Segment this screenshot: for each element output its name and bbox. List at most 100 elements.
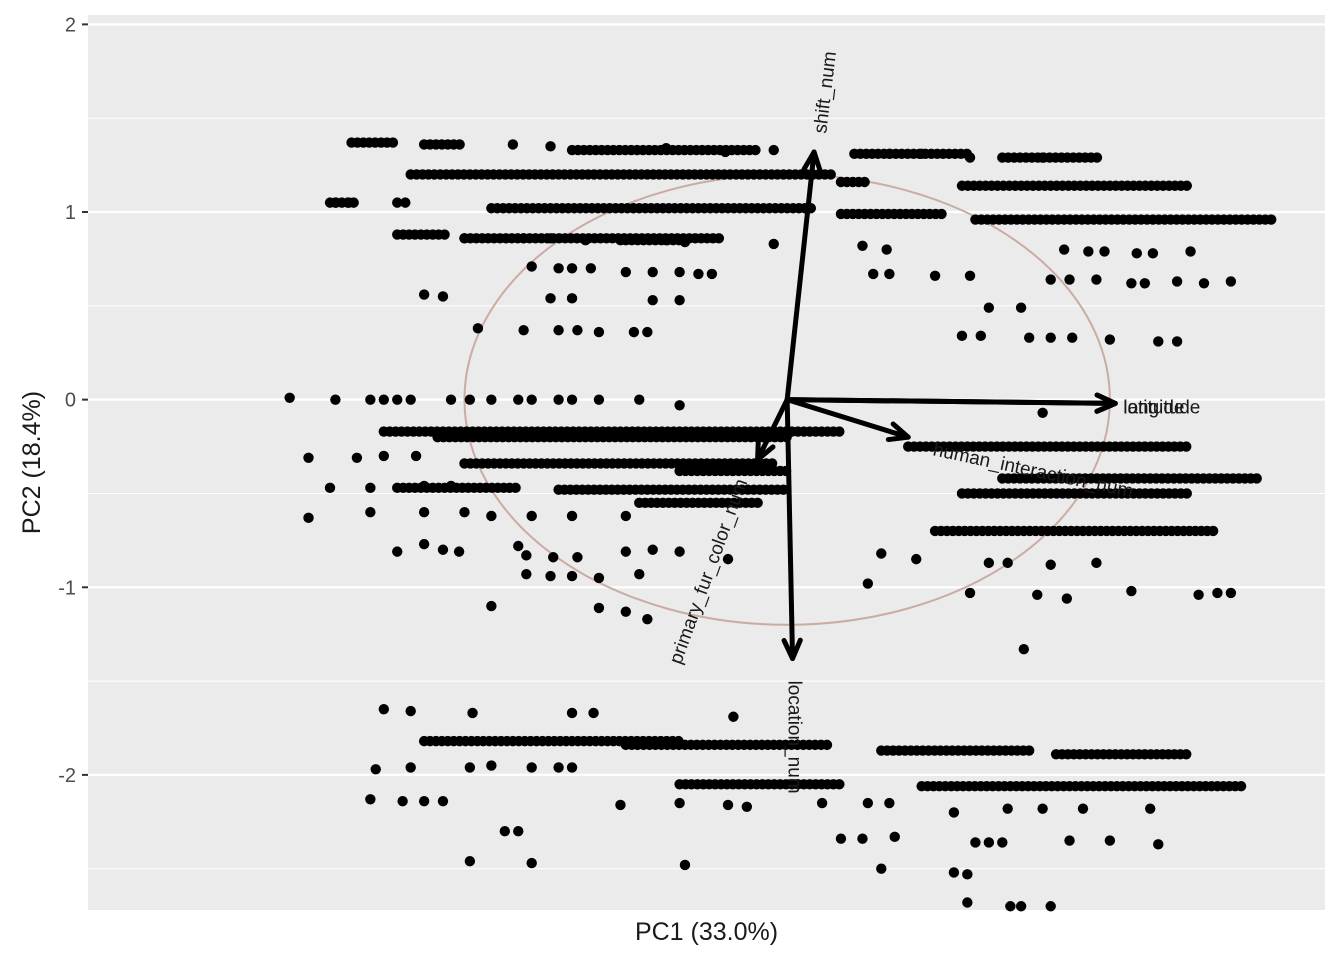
data-point [884,148,895,160]
data-point [1045,332,1056,343]
data-point [660,143,672,154]
data-point [722,799,734,811]
data-point [889,831,900,843]
data-point [453,546,465,557]
scatter-points-layer [284,137,1277,912]
data-point [545,141,556,152]
data-point [615,234,626,246]
data-point [1037,152,1048,163]
data-point [983,837,995,848]
data-point [634,394,645,405]
data-point [862,578,874,589]
data-point [1061,593,1073,604]
data-point [1091,557,1102,569]
data-point [486,510,497,522]
data-point [526,261,537,272]
data-point [437,291,449,302]
data-point [392,394,403,405]
data-point [526,857,537,869]
data-point [620,510,632,522]
data-point [418,289,430,300]
data-point [674,797,685,809]
data-point [1104,334,1116,345]
loading-arrow-shift-num [784,149,817,403]
data-point [1091,274,1102,285]
data-point [566,762,578,773]
data-point [964,587,976,599]
loading-label-latitude: latitude [1123,397,1184,418]
data-point [835,833,847,844]
data-point [378,450,390,462]
data-point [964,270,976,282]
loading-label-longitude: longitude [1123,397,1200,418]
data-point [674,400,685,411]
data-point [881,244,892,255]
data-point [284,392,295,403]
data-point [1207,525,1219,537]
data-point [962,897,973,908]
data-point [1045,901,1056,912]
data-point [418,507,430,518]
data-point [507,139,519,150]
data-point [566,263,578,274]
data-point [1171,276,1183,287]
data-point [1077,803,1089,814]
data-point [370,764,381,775]
data-point [459,233,470,244]
data-point [1037,803,1048,814]
data-point [553,263,564,274]
data-point [1131,248,1142,259]
data-point [464,762,476,773]
data-point [518,325,529,336]
data-point [1045,559,1056,570]
data-point [862,797,874,809]
y-axis-title: PC2 (18.4%) [18,391,46,534]
data-point [620,546,632,557]
data-point [472,323,484,334]
data-point [593,326,605,338]
data-point [343,197,355,208]
data-point [545,293,556,304]
data-point [1251,473,1262,484]
data-point [1153,839,1164,850]
y-tick-label: -1 [58,577,76,599]
data-point [566,394,578,405]
data-point [1032,589,1043,600]
data-point [1185,246,1196,257]
data-point [387,137,399,148]
data-point [660,234,672,246]
data-point [983,557,995,569]
data-point [1091,152,1103,163]
data-point [410,450,422,462]
data-point [526,510,537,522]
data-point [1212,587,1223,599]
data-point [572,325,583,336]
data-point [859,176,870,188]
loading-label-location-num: location_num [784,681,805,794]
data-point [467,707,478,719]
data-point [513,825,524,837]
data-point [997,837,1008,848]
data-point [1002,557,1013,569]
data-point [518,233,529,244]
data-point [553,394,564,405]
data-point [486,760,497,771]
data-point [948,807,960,818]
data-point [647,544,658,555]
data-point [588,707,599,719]
data-point [1064,835,1075,846]
data-point [884,797,895,809]
data-point [970,837,981,848]
data-point [1083,246,1094,257]
data-point [405,762,416,773]
data-point [647,266,658,278]
data-point [693,268,704,280]
data-point [1139,278,1151,289]
data-point [1225,276,1237,287]
data-point [526,762,537,773]
loading-arrow-primary-fur-color-num [755,397,790,463]
data-point [545,570,556,582]
data-point [526,394,537,405]
data-point [642,326,653,338]
data-point [1266,214,1277,225]
